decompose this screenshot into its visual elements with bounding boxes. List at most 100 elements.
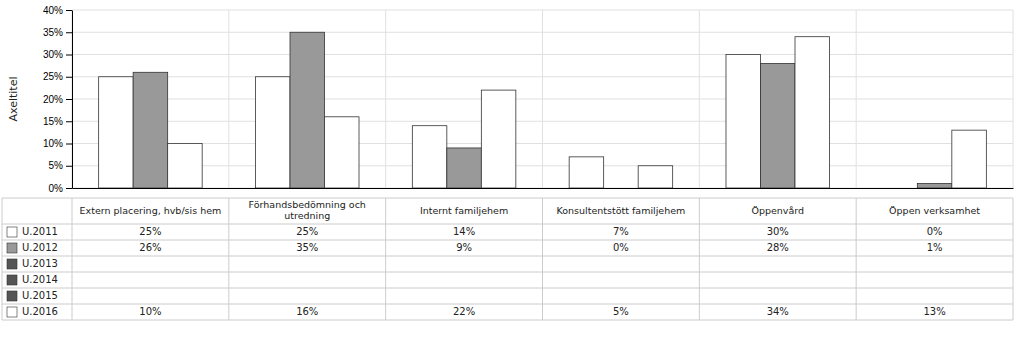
data-label: 5%	[613, 306, 629, 317]
tick-mark	[66, 10, 72, 11]
tick-mark	[66, 99, 72, 100]
tick: 20%	[43, 94, 72, 105]
legend-entry: U.2012	[22, 242, 58, 253]
tick-label: 10%	[43, 138, 63, 149]
tick: 30%	[43, 49, 72, 60]
category-label: Förhandsbedömning ochutredning	[249, 199, 366, 221]
data-label: 14%	[453, 226, 475, 237]
bar	[795, 37, 830, 188]
data-label: 22%	[453, 306, 475, 317]
data-label: 34%	[767, 306, 789, 317]
bar	[604, 188, 639, 189]
bar	[290, 32, 325, 188]
data-label: 1%	[927, 242, 943, 253]
data-label: 9%	[456, 242, 472, 253]
bar	[638, 166, 673, 188]
category-divider	[228, 10, 229, 188]
data-label: 25%	[296, 226, 318, 237]
tick-label: 5%	[49, 160, 64, 171]
data-label: 0%	[613, 242, 629, 253]
data-label: 26%	[139, 242, 161, 253]
category-divider	[385, 10, 386, 188]
bar	[412, 126, 447, 188]
table-rule	[1013, 198, 1014, 320]
category-divider	[1013, 10, 1014, 188]
table-rule	[2, 198, 1013, 199]
bar	[726, 55, 761, 189]
tick: 35%	[43, 27, 72, 38]
bar	[569, 157, 604, 188]
tick: 15%	[43, 116, 72, 127]
bar	[883, 188, 918, 189]
category-divider	[699, 10, 700, 188]
tick-mark	[66, 144, 72, 145]
table-rule	[856, 198, 857, 320]
bar	[255, 77, 290, 188]
tick-label: 40%	[43, 5, 63, 16]
tick-mark	[66, 121, 72, 122]
bar	[99, 77, 134, 188]
data-label: 7%	[613, 226, 629, 237]
bar	[481, 90, 516, 188]
legend-swatch	[7, 259, 17, 269]
y-axis: 0% 5% 10% 15% 20% 25% 30% 35% 40%	[43, 5, 73, 194]
axis-line	[72, 11, 73, 189]
tick: 5%	[49, 160, 72, 171]
legend-swatch	[7, 307, 17, 317]
grid	[72, 10, 1013, 188]
data-label: 10%	[139, 306, 161, 317]
bar	[133, 72, 168, 188]
tick-label: 15%	[43, 116, 63, 127]
bar	[917, 184, 952, 188]
category-divider	[542, 10, 543, 188]
tick-mark	[66, 55, 72, 56]
tick-label: 25%	[43, 71, 63, 82]
legend-entry: U.2011	[22, 226, 58, 237]
tick-mark	[66, 77, 72, 78]
tick-label: 35%	[43, 27, 63, 38]
table-rule	[2, 288, 1013, 289]
data-label: 28%	[767, 242, 789, 253]
table-rule	[72, 198, 73, 320]
legend-swatch	[7, 227, 17, 237]
axis-line	[73, 188, 1014, 189]
data-table: Extern placering, hvb/sis hem Förhandsbed…	[2, 198, 1013, 320]
bar	[447, 148, 482, 188]
bar	[760, 63, 795, 188]
table-rule	[2, 256, 1013, 257]
table-rule	[228, 198, 229, 320]
legend-swatch	[7, 243, 17, 253]
bars	[99, 32, 987, 188]
chart: 0% 5% 10% 15% 20% 25% 30% 35% 40% Axeltitel Extern…	[0, 0, 1023, 339]
y-axis-title: Axeltitel	[7, 76, 20, 121]
category-label: Extern placering, hvb/sis hem	[80, 205, 222, 216]
table-rule	[2, 240, 1013, 241]
legend-entry: U.2016	[22, 306, 58, 317]
data-label: 0%	[927, 226, 943, 237]
legend-swatch	[7, 275, 17, 285]
bar	[325, 117, 360, 188]
bar	[168, 144, 203, 189]
category-label: Öppenvård	[751, 205, 804, 216]
data-label: 25%	[139, 226, 161, 237]
table-rule	[542, 198, 543, 320]
table-rule	[2, 304, 1013, 305]
tick-mark	[66, 166, 72, 167]
data-label: 35%	[296, 242, 318, 253]
tick: 0%	[49, 183, 72, 194]
tick: 25%	[43, 71, 72, 82]
bar	[952, 130, 987, 188]
tick-label: 30%	[43, 49, 63, 60]
legend-entry: U.2015	[22, 290, 58, 301]
table-rule	[2, 272, 1013, 273]
legend-swatch	[7, 291, 17, 301]
table-rule	[385, 198, 386, 320]
tick: 10%	[43, 138, 72, 149]
tick-mark	[66, 32, 72, 33]
category-divider	[856, 10, 857, 188]
table-rule	[2, 224, 1013, 225]
tick-label: 20%	[43, 94, 63, 105]
category-label: Öppen verksamhet	[889, 205, 980, 216]
table-rule	[2, 320, 1013, 321]
legend-entry: U.2013	[22, 258, 58, 269]
